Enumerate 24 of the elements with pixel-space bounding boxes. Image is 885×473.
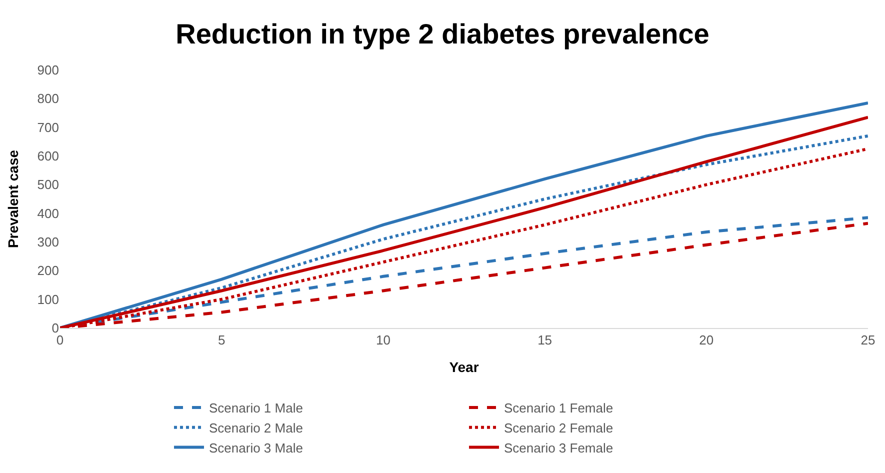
x-tick-label: 10	[376, 332, 390, 348]
y-tick-label: 300	[37, 234, 59, 250]
y-axis-title: Prevalent case	[4, 150, 21, 248]
legend-label: Scenario 3 Male	[209, 440, 303, 456]
y-tick-label: 400	[37, 206, 59, 221]
y-tick-label: 500	[37, 177, 59, 192]
x-tick-label: 15	[538, 332, 552, 348]
legend-label: Scenario 2 Female	[504, 420, 614, 436]
x-tick-label: 25	[860, 332, 876, 348]
legend-label: Scenario 2 Male	[209, 420, 303, 436]
x-axis-title: Year	[449, 358, 480, 375]
y-tick-label: 0	[52, 320, 59, 336]
y-tick-label: 600	[37, 148, 59, 164]
legend-label: Scenario 3 Female	[504, 440, 614, 456]
y-tick-label: 800	[37, 91, 59, 106]
legend-label: Scenario 1 Male	[209, 400, 303, 416]
x-tick-label: 5	[218, 332, 226, 348]
legend-label: Scenario 1 Female	[504, 400, 614, 416]
y-tick-label: 700	[37, 120, 59, 135]
y-tick-label: 100	[37, 292, 59, 307]
chart-title: Reduction in type 2 diabetes prevalence	[176, 18, 710, 50]
y-tick-label: 200	[37, 263, 59, 278]
y-tick-label: 900	[37, 62, 59, 78]
x-tick-label: 20	[699, 332, 714, 348]
